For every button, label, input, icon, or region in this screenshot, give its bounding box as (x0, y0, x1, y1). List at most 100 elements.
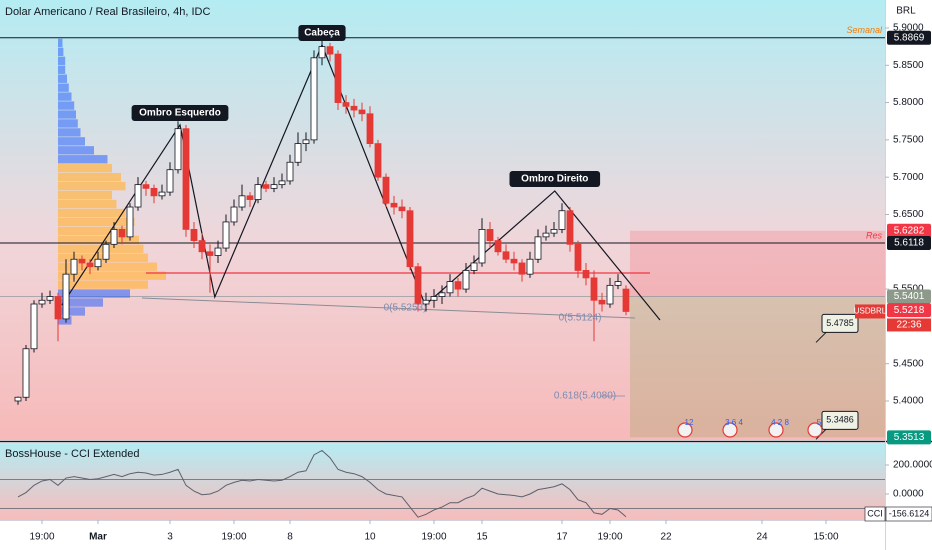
candle-body (366, 113, 374, 145)
candle-body (502, 251, 510, 260)
candle-body (470, 262, 478, 271)
pattern-label-box (131, 104, 229, 121)
candle-body (374, 143, 382, 178)
candle-body (358, 109, 366, 115)
volume-row (58, 262, 157, 271)
price-label: 5.5218 (894, 305, 925, 316)
candle-body (222, 221, 230, 249)
candle-body (46, 296, 54, 301)
event-icon (722, 422, 738, 438)
cci-label-box (864, 506, 886, 522)
y-tick-label: 5.5500 (893, 284, 924, 295)
candle-body (606, 284, 614, 305)
candle-body (478, 228, 486, 264)
y-tick-label: 5.6500 (893, 209, 924, 220)
cci-line (17, 449, 627, 518)
volume-row (58, 119, 78, 128)
candle-body (182, 128, 190, 230)
event-label: 5 (817, 418, 822, 427)
candle-body (278, 180, 286, 186)
x-tick-label: 15:00 (813, 532, 838, 543)
volume-row (58, 47, 64, 57)
candle-body (142, 184, 150, 189)
candle-body (174, 128, 182, 171)
pattern-label: Ombro Direito (521, 174, 588, 185)
fib-label: 0(5.5253) (384, 303, 427, 314)
volume-row (58, 146, 94, 155)
volume-row (58, 289, 130, 298)
candle-body (342, 102, 350, 107)
candle-body (14, 396, 22, 402)
y-tick-label: 5.7500 (893, 135, 924, 146)
x-tick-label: 17 (556, 532, 568, 543)
volume-row (58, 226, 130, 236)
candle-body (614, 281, 622, 286)
x-tick-label: 10 (364, 532, 376, 543)
candle-body (534, 236, 542, 260)
candle-body (518, 262, 526, 275)
y-tick-label: 5.7000 (893, 172, 924, 183)
candle-body (326, 46, 334, 55)
candle-body (574, 243, 582, 271)
volume-row (58, 235, 139, 245)
stop-zone (630, 230, 885, 297)
candle-body (118, 228, 126, 238)
candle-body (206, 251, 214, 256)
price-label: 5.8869 (894, 32, 925, 43)
candle-body (190, 228, 198, 241)
volume-row (58, 110, 76, 119)
x-tick-label: 19:00 (421, 532, 446, 543)
volume-row (58, 83, 69, 92)
candle-body (126, 206, 134, 238)
y-tick-label: 5.4000 (893, 396, 924, 407)
pattern-label-box (509, 170, 601, 187)
callout-label: 5.4785 (826, 318, 854, 328)
candle-body (550, 228, 558, 234)
candle-body (30, 303, 38, 350)
volume-row (58, 244, 144, 253)
pattern-label-box (298, 24, 346, 41)
candle-body (294, 143, 302, 163)
candle-body (558, 210, 566, 230)
candle-body (70, 258, 78, 275)
price-label: 5.6282 (894, 225, 925, 236)
candle-body (54, 296, 62, 320)
volume-row (58, 101, 75, 110)
pattern-label: Cabeça (304, 28, 340, 39)
event-label: 3 6 4 (725, 418, 743, 427)
price-label-box (887, 289, 931, 304)
volume-row (58, 181, 126, 191)
volume-row (58, 92, 72, 101)
volume-row (58, 155, 108, 164)
candle-body (270, 184, 278, 189)
candle-body (446, 281, 454, 294)
candle-body (582, 270, 590, 279)
x-tick-label: 19:00 (597, 532, 622, 543)
x-tick-label: 19:00 (221, 532, 246, 543)
candle-body (566, 210, 574, 245)
candle-body (454, 281, 462, 290)
indicator-y-tick-label: 0.0000 (893, 489, 924, 500)
layer: 5.9000 5.8500 5.8000 5.7500 5.7000 5.6500 5.55… (0, 23, 932, 543)
indicator-y-tick-label: 200.0000 (893, 460, 932, 471)
candle-body (110, 228, 118, 245)
volume-row (58, 38, 63, 48)
volume-row (58, 199, 117, 209)
x-tick-label: 22 (660, 532, 672, 543)
candle-body (78, 258, 86, 264)
level-label: Semanal (846, 25, 883, 35)
candle-body (134, 184, 142, 208)
fib-label: 0.618(5.4080) (554, 391, 616, 402)
candle-body (542, 232, 550, 238)
volume-row (58, 56, 66, 65)
candle-body (510, 258, 518, 264)
candle-body (334, 53, 342, 103)
volume-row (58, 316, 72, 325)
level-label: Res (866, 230, 883, 240)
candle-body (590, 277, 598, 301)
volume-row (58, 137, 85, 146)
candle-body (526, 258, 534, 275)
volume-row (58, 128, 81, 137)
candle-body (422, 299, 430, 305)
candle-body (406, 210, 414, 268)
